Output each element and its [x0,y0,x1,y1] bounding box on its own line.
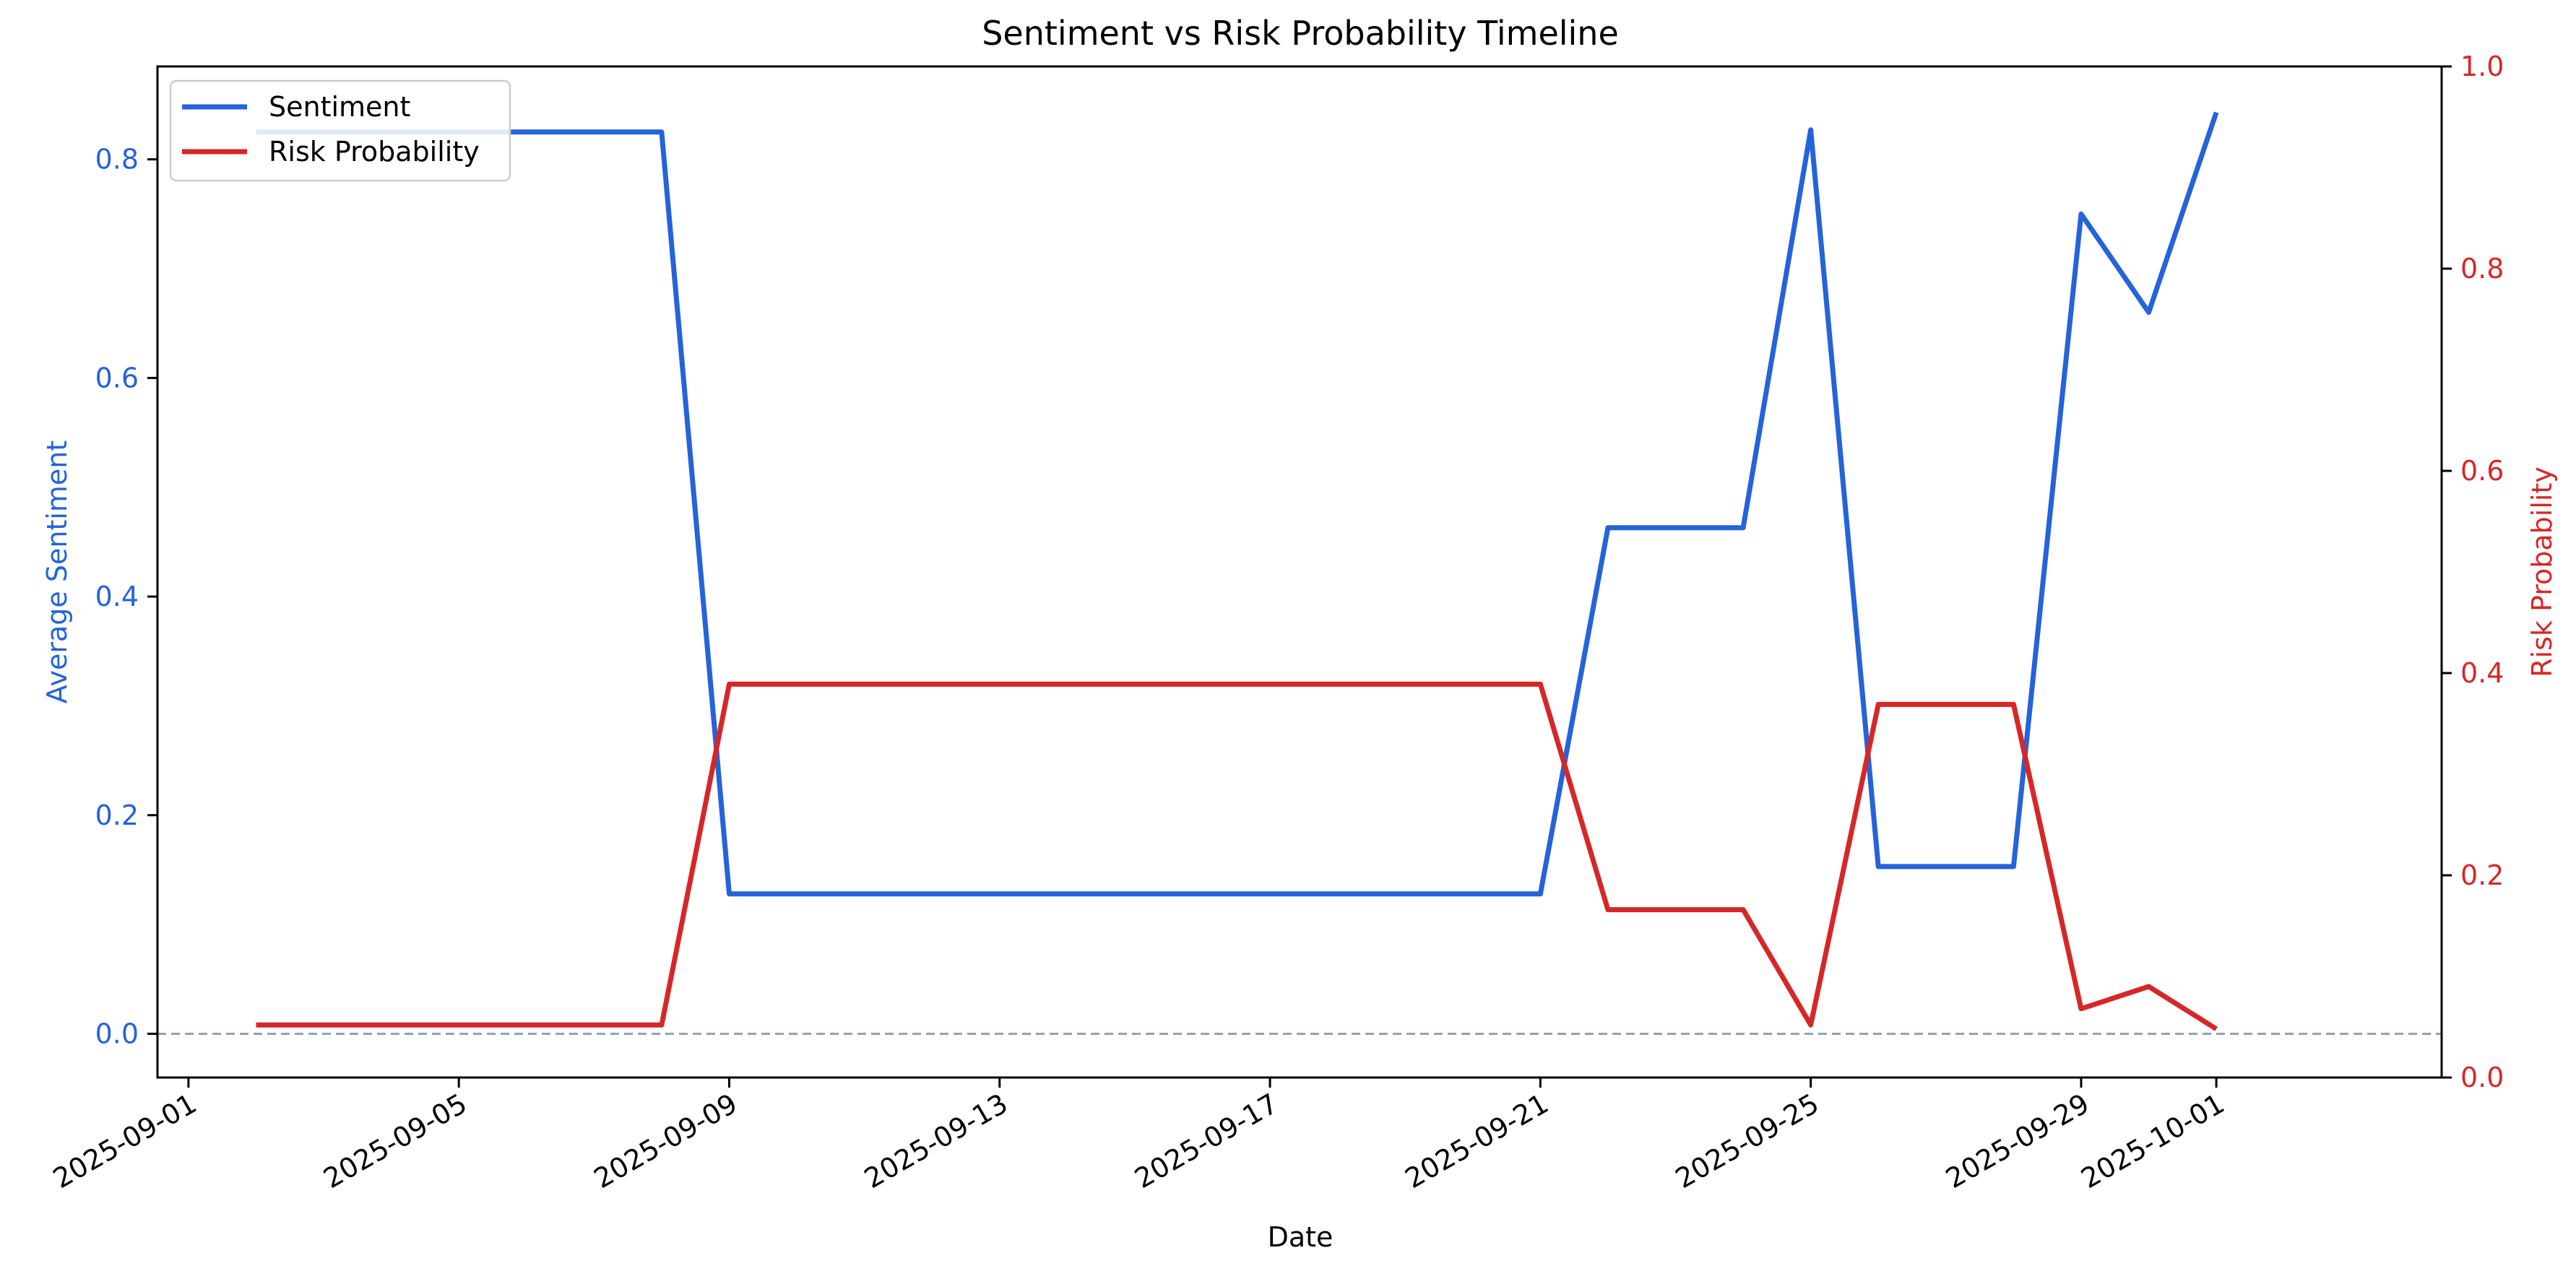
left-y-tick-label: 0.6 [95,362,139,394]
legend-box [169,79,511,182]
left-y-tick-label: 0.8 [95,144,139,175]
right-y-tick-label: 0.4 [2460,657,2504,689]
left-y-tick-label: 0.0 [95,1018,139,1049]
chart-title: Sentiment vs Risk Probability Timeline [982,14,1619,53]
legend-risk-label: Risk Probability [269,136,480,168]
sentiment-series-line [256,111,2219,897]
left-y-tick-label: 0.4 [95,581,139,612]
left-y-axis-label: Average Sentiment [41,441,73,704]
risk-probability-series-line [256,681,2218,1031]
right-y-axis-label: Risk Probability [2526,467,2558,677]
right-y-tick-label: 0.6 [2460,455,2504,487]
legend: Sentiment Risk Probability [169,79,511,182]
x-axis-label: Date [1268,1221,1334,1253]
left-y-tick-label: 0.2 [95,799,139,831]
right-y-tick-label: 0.0 [2460,1062,2504,1093]
right-y-tick-label: 0.8 [2460,253,2504,285]
right-y-tick-label: 1.0 [2460,51,2504,82]
right-y-tick-label: 0.2 [2460,859,2504,891]
plot-frame [156,65,2443,1079]
legend-sentiment-label: Sentiment [269,91,410,123]
